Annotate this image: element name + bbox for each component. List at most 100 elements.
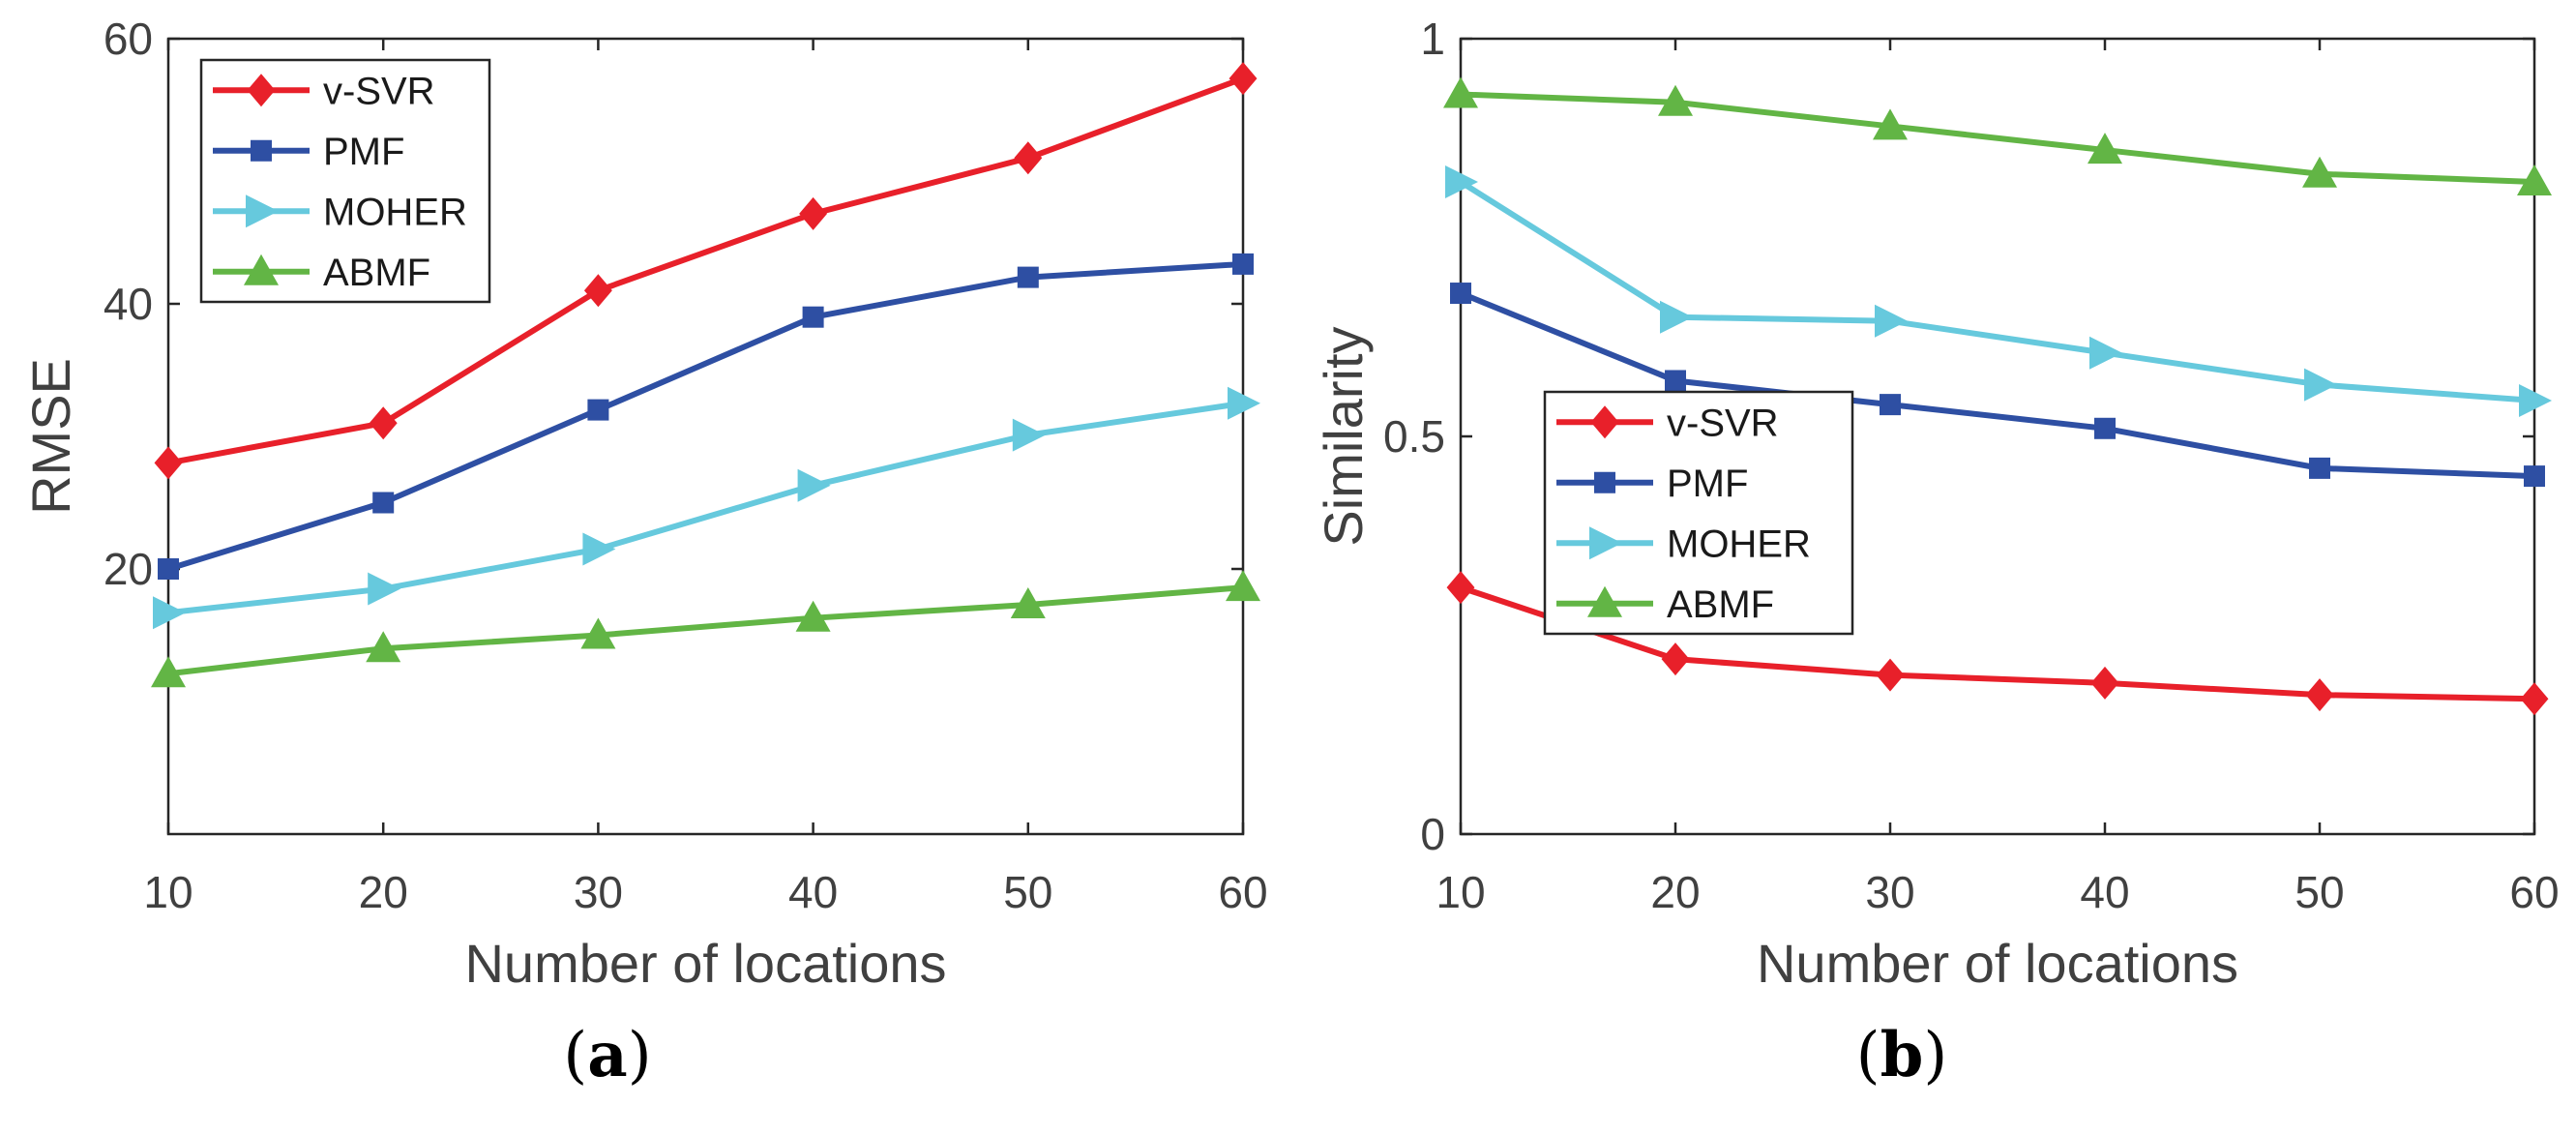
legend-box: [199, 58, 491, 304]
x-axis-title: Number of locations: [1757, 933, 2238, 994]
legend-label: v-SVR: [323, 70, 435, 112]
data-point: [583, 274, 612, 308]
x-tick-label: 40: [788, 867, 838, 917]
data-point: [2094, 417, 2116, 439]
data-point: [2090, 666, 2119, 700]
y-tick-label: 1: [1420, 14, 1445, 64]
series-moher: [1445, 164, 2552, 418]
data-point: [2302, 156, 2337, 188]
x-tick-label: 30: [574, 867, 623, 917]
legend-marker: [251, 139, 272, 162]
x-tick-label: 60: [2509, 867, 2559, 917]
series-pmf: [1450, 283, 2545, 488]
data-point: [1012, 418, 1046, 452]
data-point: [1226, 570, 1260, 602]
data-point: [1229, 62, 1258, 96]
x-tick-label: 30: [1865, 867, 1914, 917]
data-point: [2089, 336, 2122, 370]
data-point: [1658, 84, 1693, 116]
data-point: [1880, 394, 1901, 416]
y-axis-title: Similarity: [1313, 326, 1374, 546]
data-point: [1873, 108, 1908, 140]
data-point: [1450, 283, 1471, 305]
series-line: [167, 400, 1244, 616]
legend-marker: [247, 74, 276, 107]
series-v-svr: [154, 62, 1258, 480]
data-point: [368, 572, 401, 606]
panel-label: (b): [1856, 1019, 1948, 1091]
legend: v-SVR PMF MOHER ABMF: [199, 58, 491, 304]
x-tick-label: 10: [143, 867, 192, 917]
data-point: [153, 596, 186, 630]
data-point: [797, 468, 831, 502]
legend-label: PMF: [1667, 463, 1748, 505]
legend-label: PMF: [323, 131, 404, 173]
legend-label: ABMF: [1667, 583, 1774, 626]
x-tick-label: 40: [2080, 867, 2129, 917]
data-point: [2520, 682, 2549, 716]
data-point: [1443, 76, 1478, 108]
series-moher: [153, 386, 1260, 630]
data-point: [1875, 304, 1908, 338]
series-pmf: [158, 253, 1254, 580]
series-v-svr: [1446, 571, 2549, 716]
y-tick-label: 20: [104, 544, 153, 594]
data-point: [158, 558, 179, 580]
data-point: [372, 492, 395, 514]
chart-panel-a: 10 20 30 40 50 60 20 40 60 Number of locations RMS…: [20, 14, 1268, 1091]
y-tick-label: 60: [104, 14, 153, 64]
series-line: [167, 584, 1244, 677]
data-point: [587, 399, 609, 421]
series-abmf: [151, 570, 1260, 688]
data-point: [1665, 370, 1686, 392]
data-point: [2087, 133, 2122, 164]
data-point: [2524, 465, 2545, 488]
data-point: [1010, 586, 1046, 618]
data-point: [1661, 642, 1690, 676]
x-tick-label: 20: [359, 867, 408, 917]
legend-marker: [1589, 526, 1622, 560]
series-line: [1460, 91, 2535, 185]
data-point: [2305, 678, 2334, 712]
legend-label: MOHER: [1667, 523, 1811, 565]
x-tick-label: 10: [1436, 867, 1485, 917]
data-point: [1446, 571, 1475, 605]
data-point: [369, 406, 398, 440]
y-tick-label: 40: [104, 279, 153, 329]
series-line: [167, 260, 1244, 572]
series-line: [1459, 179, 2535, 404]
data-point: [1228, 386, 1260, 420]
x-tick-label: 50: [1003, 867, 1052, 917]
x-tick-label: 60: [1218, 867, 1267, 917]
legend-marker: [1590, 405, 1619, 439]
legend: v-SVR PMF MOHER ABMF: [1543, 390, 1854, 636]
x-tick-label: 50: [2295, 867, 2344, 917]
data-point: [582, 532, 616, 566]
data-point: [1232, 253, 1254, 275]
data-point: [2304, 368, 2337, 402]
panel-label: (a): [563, 1019, 651, 1091]
data-point: [580, 617, 616, 649]
x-tick-label: 20: [1650, 867, 1700, 917]
data-point: [1017, 266, 1039, 288]
legend-marker: [1587, 585, 1622, 617]
data-point: [151, 656, 186, 688]
data-point: [802, 306, 824, 328]
legend-box: [1543, 390, 1854, 636]
data-point: [795, 600, 831, 632]
data-point: [1014, 141, 1043, 175]
legend-label: ABMF: [323, 252, 430, 294]
series-line: [1460, 584, 2535, 702]
y-tick-label: 0: [1420, 809, 1445, 859]
x-axis-title: Number of locations: [464, 933, 946, 994]
data-point: [2309, 457, 2330, 479]
data-point: [2519, 384, 2552, 418]
series-abmf: [1443, 76, 2552, 195]
data-point: [366, 631, 401, 663]
legend-marker: [1594, 471, 1615, 493]
data-point: [1660, 300, 1693, 334]
data-point: [2517, 164, 2552, 195]
data-point: [154, 446, 183, 480]
